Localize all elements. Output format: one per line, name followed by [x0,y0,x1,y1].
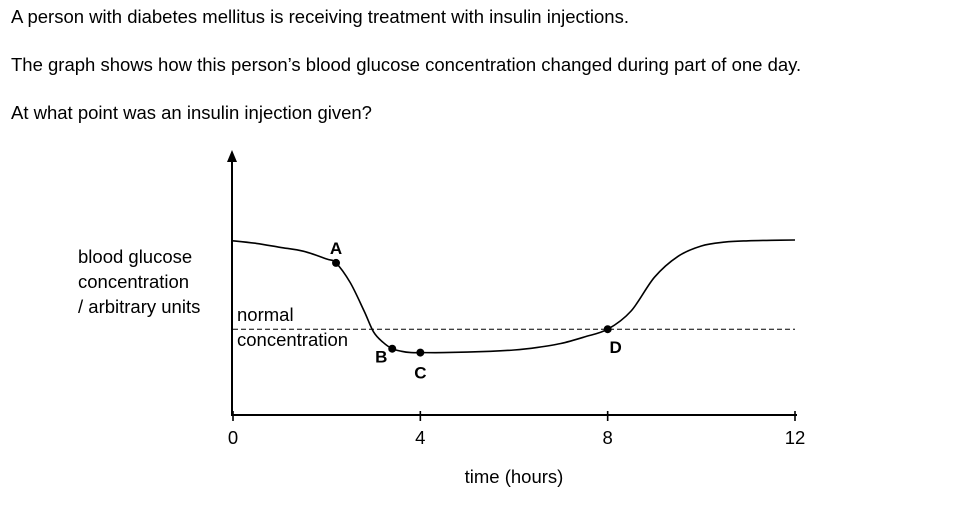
point-d-label: D [610,338,622,357]
question-line-2: The graph shows how this person’s blood … [11,54,802,75]
axes [227,150,797,416]
normal-concentration-label-line-2: concentration [237,329,348,350]
question-line-1: A person with diabetes mellitus is recei… [11,6,629,27]
x-ticks: 0 4 8 12 [228,411,805,448]
y-axis-label: blood glucose concentration / arbitrary … [78,244,200,319]
x-axis-label: time (hours) [465,466,564,487]
y-axis-label-line-1: blood glucose [78,246,193,267]
point-c-label: C [414,364,426,383]
point-b-marker [388,344,397,353]
y-axis-arrow [227,150,237,162]
labelled-points: A B C D [330,239,622,383]
x-tick-label: 12 [785,427,806,448]
question-line-3: At what point was an insulin injection g… [11,102,372,123]
x-tick-label: 8 [603,427,613,448]
point-c-marker [416,348,425,357]
point-a-label: A [330,239,342,258]
x-tick-label: 4 [415,427,425,448]
y-axis-label-line-2: concentration [78,271,190,292]
normal-concentration-label-line-1: normal [237,304,294,325]
x-tick-label: 0 [228,427,238,448]
point-a-marker [332,258,341,267]
point-d-marker [603,325,612,334]
point-b-label: B [375,348,387,367]
y-axis-label-line-3: / arbitrary units [78,296,201,317]
